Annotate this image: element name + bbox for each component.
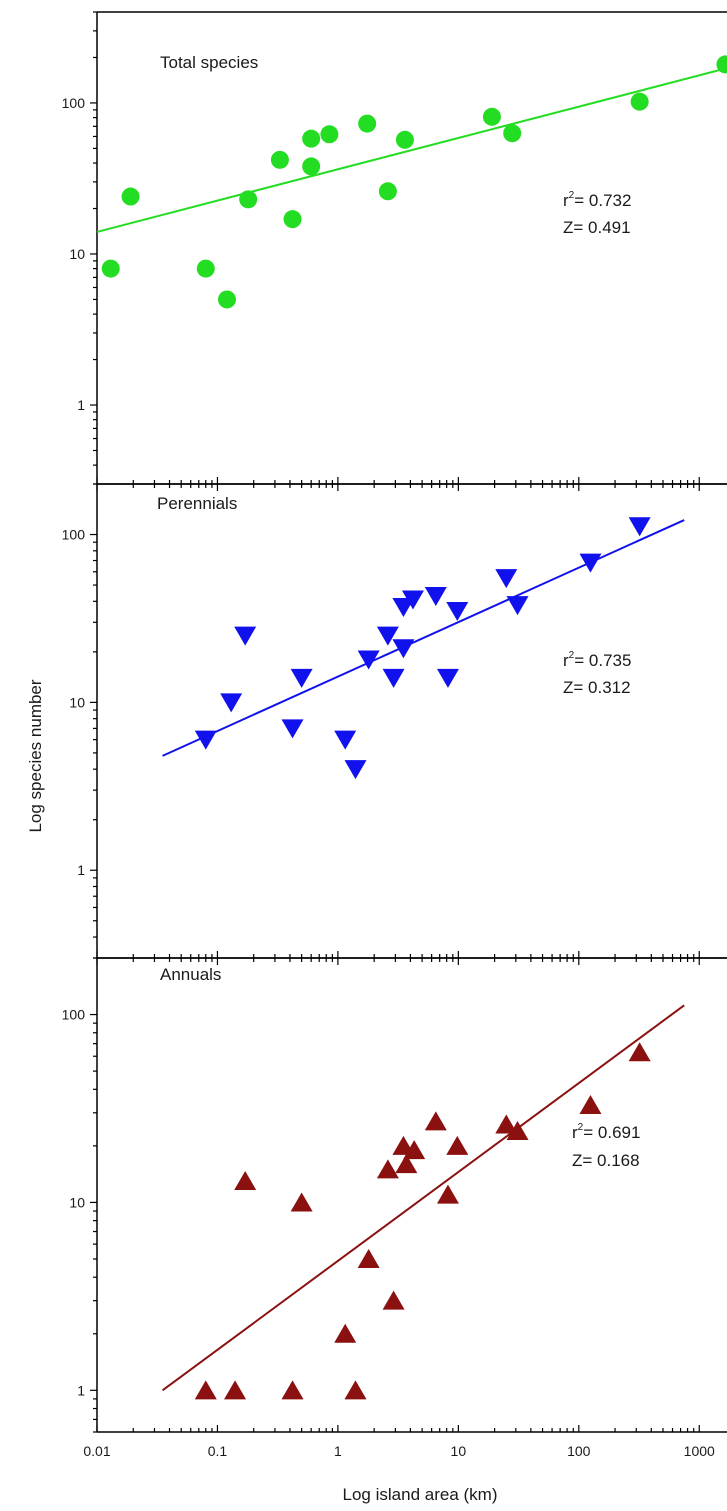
data-point <box>376 1159 399 1179</box>
z-label-perennials: Z= 0.312 <box>563 678 631 697</box>
data-point <box>194 730 217 750</box>
data-point <box>281 719 304 739</box>
data-point <box>357 1248 380 1268</box>
panel-total-species: Total species r2= 0.732 Z= 0.491 1 10 100 <box>62 11 727 485</box>
y-tick-label: 10 <box>69 1194 85 1210</box>
data-point <box>224 1380 247 1400</box>
data-point <box>290 668 313 688</box>
data-point <box>344 1380 367 1400</box>
data-point <box>446 1135 469 1155</box>
y-axis-label: Log species number <box>26 679 45 832</box>
data-point <box>503 124 522 143</box>
z-label-annuals: Z= 0.168 <box>572 1151 640 1170</box>
data-point <box>357 650 380 670</box>
r2-label-annuals: r2= 0.691 <box>572 1122 640 1142</box>
data-point <box>101 259 120 278</box>
data-point <box>579 1095 602 1115</box>
data-point <box>320 125 339 144</box>
x-tick-label: 1000 <box>684 1443 715 1459</box>
data-point <box>281 1380 304 1400</box>
data-point <box>382 668 405 688</box>
data-point <box>401 590 424 610</box>
y-tick-label: 1 <box>77 1382 85 1398</box>
r2-label-total: r2= 0.732 <box>563 190 631 210</box>
data-point <box>378 182 397 201</box>
data-point <box>358 114 377 133</box>
panel-perennials: Perennials r2= 0.735 Z= 0.312 1 10 100 <box>62 483 727 959</box>
data-point <box>395 1154 418 1174</box>
data-point <box>436 1184 459 1204</box>
data-point <box>495 1114 518 1134</box>
data-point <box>121 187 140 206</box>
z-label-total: Z= 0.491 <box>563 218 631 237</box>
data-point <box>392 598 415 618</box>
x-tick-label: 1 <box>334 1443 342 1459</box>
data-point <box>234 1171 257 1191</box>
data-point <box>217 290 236 309</box>
data-point <box>392 639 415 659</box>
y-tick-label: 100 <box>62 1007 86 1023</box>
data-point <box>376 626 399 646</box>
r2-label-perennials: r2= 0.735 <box>563 650 631 670</box>
data-point <box>395 130 414 149</box>
data-point <box>482 107 501 126</box>
data-point <box>446 602 469 622</box>
y-tick-label: 1 <box>77 397 85 413</box>
data-point <box>290 1192 313 1212</box>
data-point <box>436 668 459 688</box>
data-point <box>579 553 602 573</box>
data-point <box>283 210 302 229</box>
x-axis-label: Log island area (km) <box>343 1485 498 1504</box>
panel-title-annuals: Annuals <box>160 965 221 984</box>
regression-line <box>162 519 685 757</box>
data-point <box>220 693 243 713</box>
data-point <box>506 596 529 616</box>
data-point <box>424 1111 447 1131</box>
data-point <box>344 760 367 780</box>
regression-line <box>161 1004 685 1392</box>
data-point <box>716 55 727 74</box>
y-tick-label: 10 <box>69 246 85 262</box>
x-tick-label: 10 <box>451 1443 467 1459</box>
panel-title-total: Total species <box>160 53 258 72</box>
data-point <box>495 569 518 589</box>
x-tick-label: 0.01 <box>83 1443 110 1459</box>
data-point <box>302 157 321 176</box>
data-point <box>270 150 289 169</box>
data-point <box>196 259 215 278</box>
y-tick-label: 100 <box>62 95 86 111</box>
data-point <box>628 517 651 537</box>
x-tick-label: 0.1 <box>208 1443 228 1459</box>
data-point <box>424 587 447 607</box>
data-point <box>194 1380 217 1400</box>
y-tick-label: 1 <box>77 862 85 878</box>
data-point <box>302 129 321 148</box>
panel-title-perennials: Perennials <box>157 494 237 513</box>
data-point <box>334 1323 357 1343</box>
data-point <box>506 1121 529 1141</box>
data-point <box>234 626 257 646</box>
x-tick-label: 100 <box>567 1443 591 1459</box>
y-tick-label: 100 <box>62 527 86 543</box>
data-point <box>334 730 357 750</box>
regression-line <box>96 67 727 233</box>
panel-annuals: Annuals r2= 0.691 Z= 0.168 1 10 100 0.01 0.1… <box>62 957 727 1459</box>
y-tick-label: 10 <box>69 694 85 710</box>
data-point <box>628 1042 651 1062</box>
data-point <box>239 190 258 209</box>
data-point <box>382 1290 405 1310</box>
data-point <box>403 1140 426 1160</box>
data-point <box>630 92 649 111</box>
